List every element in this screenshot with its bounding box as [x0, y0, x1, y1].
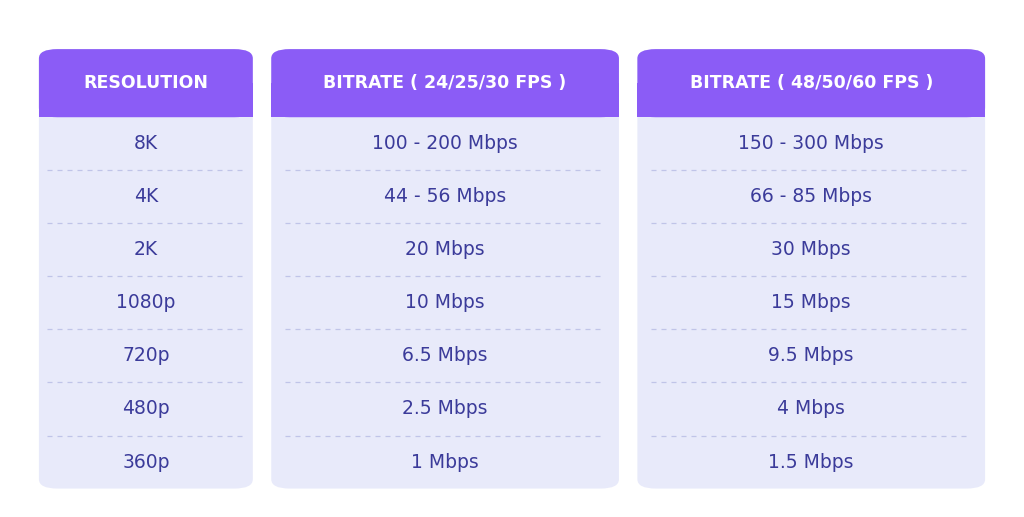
- Text: 8K: 8K: [134, 134, 158, 153]
- Bar: [271, 83, 618, 117]
- Text: 20 Mbps: 20 Mbps: [406, 240, 485, 260]
- Text: 100 - 200 Mbps: 100 - 200 Mbps: [372, 134, 518, 153]
- Text: BITRATE ( 48/50/60 FPS ): BITRATE ( 48/50/60 FPS ): [689, 74, 933, 92]
- Text: 360p: 360p: [122, 452, 170, 472]
- Text: 1080p: 1080p: [116, 293, 175, 312]
- Text: 10 Mbps: 10 Mbps: [406, 293, 485, 312]
- FancyBboxPatch shape: [271, 49, 618, 117]
- Text: 2.5 Mbps: 2.5 Mbps: [402, 400, 487, 418]
- Text: 30 Mbps: 30 Mbps: [771, 240, 851, 260]
- Text: 1 Mbps: 1 Mbps: [412, 452, 479, 472]
- Text: RESOLUTION: RESOLUTION: [83, 74, 208, 92]
- Text: 4 Mbps: 4 Mbps: [777, 400, 845, 418]
- Text: 9.5 Mbps: 9.5 Mbps: [768, 346, 854, 366]
- Text: 6.5 Mbps: 6.5 Mbps: [402, 346, 487, 366]
- FancyBboxPatch shape: [271, 49, 618, 489]
- FancyBboxPatch shape: [637, 49, 985, 489]
- Text: 1.5 Mbps: 1.5 Mbps: [768, 452, 854, 472]
- FancyBboxPatch shape: [637, 49, 985, 117]
- Text: 4K: 4K: [134, 187, 158, 206]
- Text: 2K: 2K: [134, 240, 158, 260]
- Text: 480p: 480p: [122, 400, 170, 418]
- Text: 720p: 720p: [122, 346, 170, 366]
- FancyBboxPatch shape: [39, 49, 253, 117]
- Text: 15 Mbps: 15 Mbps: [771, 293, 851, 312]
- Text: 150 - 300 Mbps: 150 - 300 Mbps: [738, 134, 884, 153]
- Text: BITRATE ( 24/25/30 FPS ): BITRATE ( 24/25/30 FPS ): [324, 74, 566, 92]
- Bar: [637, 83, 985, 117]
- Bar: [39, 83, 253, 117]
- Text: 66 - 85 Mbps: 66 - 85 Mbps: [751, 187, 872, 206]
- Text: 44 - 56 Mbps: 44 - 56 Mbps: [384, 187, 506, 206]
- FancyBboxPatch shape: [39, 49, 253, 489]
